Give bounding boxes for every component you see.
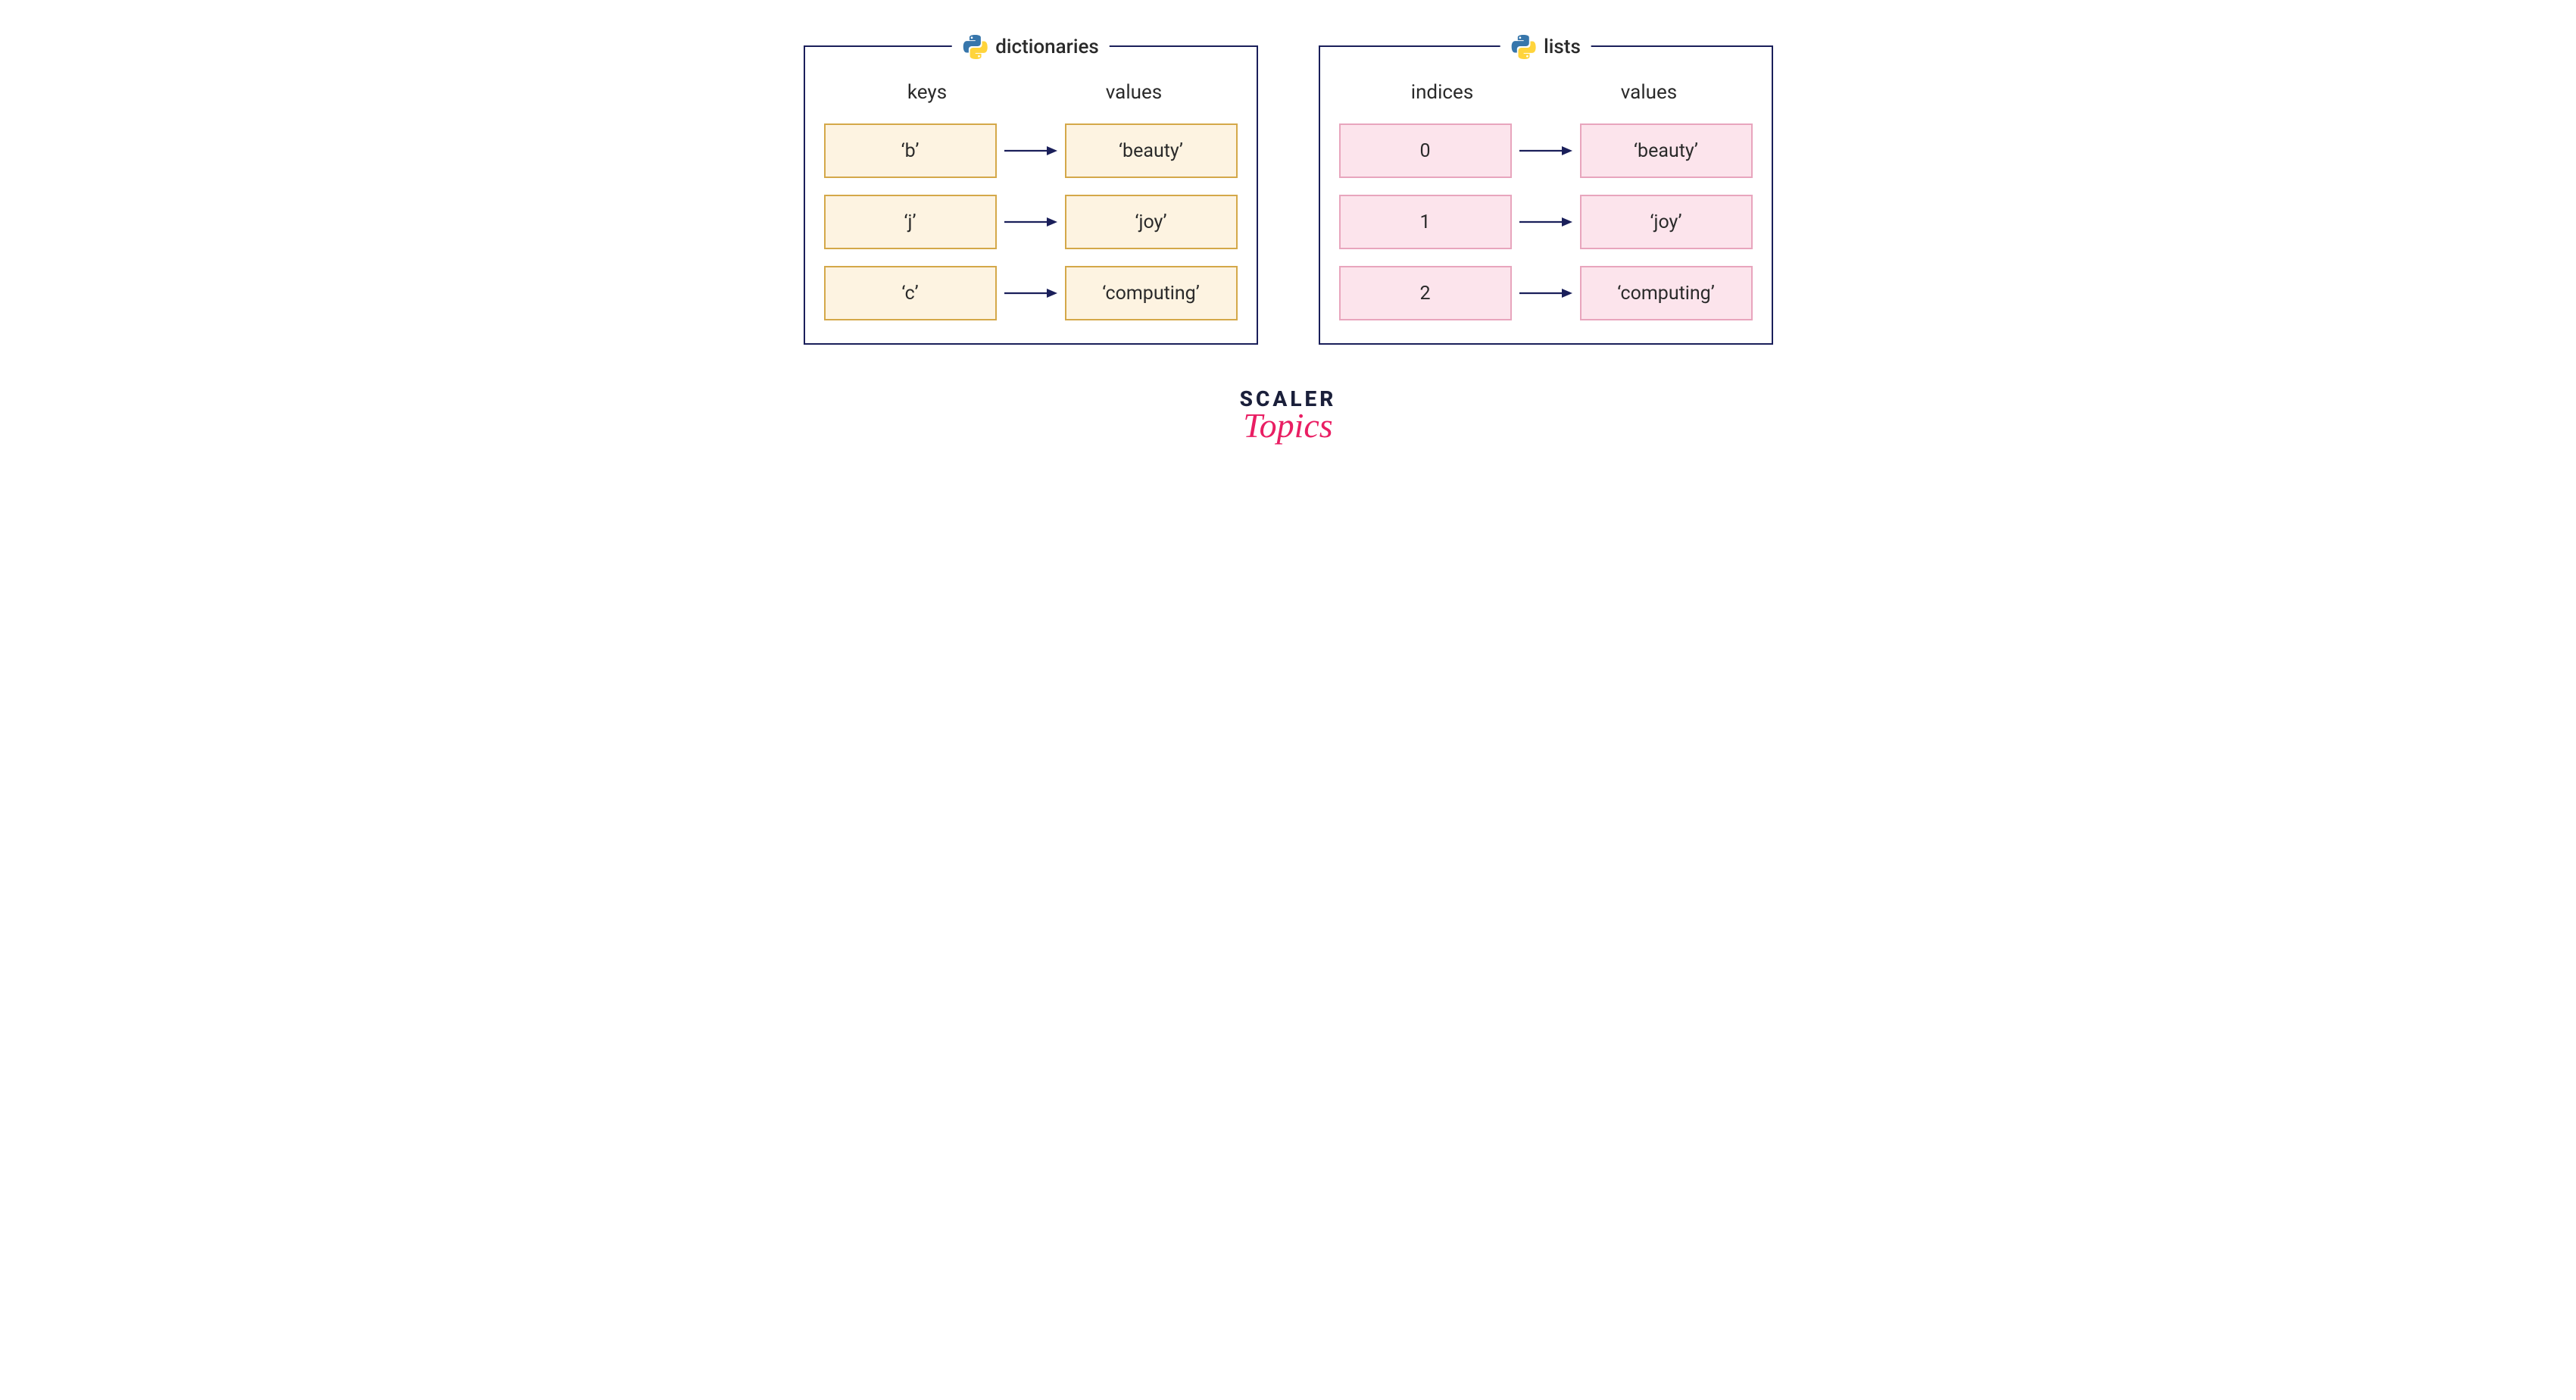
panel-title-text: dictionaries bbox=[995, 36, 1099, 58]
rows-container: ‘b’ ‘beauty’ ‘j’ ‘joy’ ‘c’ ‘computing’ bbox=[824, 123, 1238, 320]
header-keys: keys bbox=[840, 81, 1014, 104]
arrow-icon bbox=[1512, 288, 1580, 298]
value-cell: ‘joy’ bbox=[1580, 195, 1753, 249]
panel-title-dictionaries: dictionaries bbox=[951, 34, 1110, 60]
value-cell: ‘beauty’ bbox=[1580, 123, 1753, 178]
python-icon bbox=[1510, 34, 1536, 60]
arrow-icon bbox=[997, 145, 1065, 156]
python-icon bbox=[962, 34, 988, 60]
key-cell: ‘j’ bbox=[824, 195, 997, 249]
data-row: 0 ‘beauty’ bbox=[1339, 123, 1753, 178]
logo-bottom: Topics bbox=[1243, 405, 1332, 445]
value-cell: ‘joy’ bbox=[1065, 195, 1238, 249]
rows-container: 0 ‘beauty’ 1 ‘joy’ 2 ‘computing’ bbox=[1339, 123, 1753, 320]
panel-dictionaries: dictionaries keys values ‘b’‘beauty’‘j’‘… bbox=[804, 45, 1258, 345]
panel-lists: lists indices values 0‘beauty’1‘joy’2‘co… bbox=[1319, 45, 1773, 345]
value-cell: ‘beauty’ bbox=[1065, 123, 1238, 178]
key-cell: 1 bbox=[1339, 195, 1512, 249]
arrow-icon bbox=[1512, 145, 1580, 156]
arrow-icon bbox=[997, 288, 1065, 298]
key-cell: 2 bbox=[1339, 266, 1512, 320]
value-cell: ‘computing’ bbox=[1580, 266, 1753, 320]
arrow-icon bbox=[997, 217, 1065, 227]
key-cell: ‘b’ bbox=[824, 123, 997, 178]
header-values: values bbox=[1562, 81, 1736, 104]
header-values: values bbox=[1047, 81, 1221, 104]
header-indices: indices bbox=[1355, 81, 1529, 104]
key-cell: 0 bbox=[1339, 123, 1512, 178]
value-cell: ‘computing’ bbox=[1065, 266, 1238, 320]
data-row: ‘c’ ‘computing’ bbox=[824, 266, 1238, 320]
column-headers: keys values bbox=[824, 81, 1238, 104]
panel-title-lists: lists bbox=[1500, 34, 1591, 60]
column-headers: indices values bbox=[1339, 81, 1753, 104]
data-row: 1 ‘joy’ bbox=[1339, 195, 1753, 249]
arrow-icon bbox=[1512, 217, 1580, 227]
data-row: ‘j’ ‘joy’ bbox=[824, 195, 1238, 249]
data-row: ‘b’ ‘beauty’ bbox=[824, 123, 1238, 178]
key-cell: ‘c’ bbox=[824, 266, 997, 320]
diagram-panels: dictionaries keys values ‘b’‘beauty’‘j’‘… bbox=[804, 45, 1773, 345]
data-row: 2 ‘computing’ bbox=[1339, 266, 1753, 320]
scaler-logo: SCALER Topics bbox=[1240, 386, 1337, 445]
panel-title-text: lists bbox=[1544, 36, 1581, 58]
